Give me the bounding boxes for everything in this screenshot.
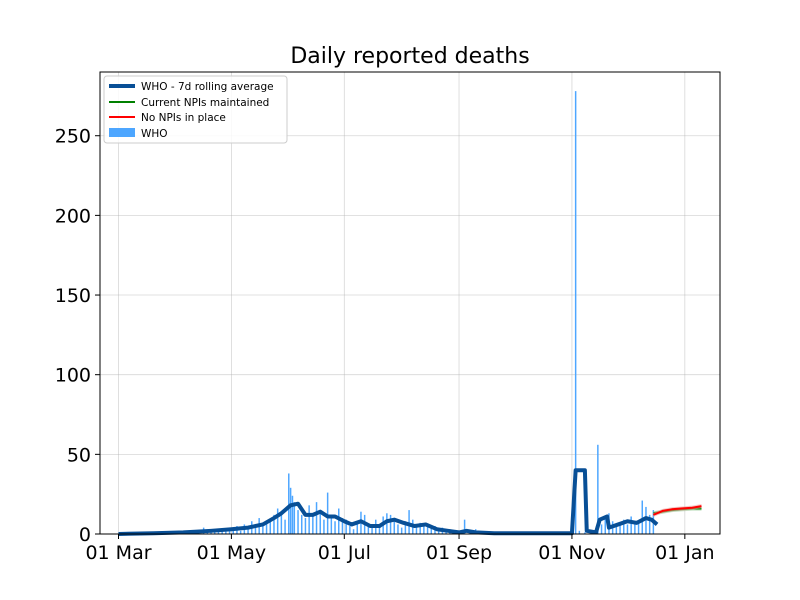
bar-who bbox=[284, 519, 286, 534]
bar-who bbox=[323, 519, 325, 534]
legend-label-current-npis: Current NPIs maintained bbox=[141, 97, 269, 109]
bar-who bbox=[604, 518, 606, 534]
bar-who bbox=[463, 519, 466, 534]
bar-who bbox=[338, 508, 340, 534]
bar-who bbox=[378, 526, 381, 534]
bar-who bbox=[404, 521, 407, 534]
bar-who bbox=[426, 524, 429, 534]
legend-swatch-who bbox=[109, 128, 135, 137]
bar-who bbox=[389, 514, 392, 534]
bar-who bbox=[423, 526, 425, 534]
bar-who bbox=[630, 516, 632, 534]
y-tick-label: 150 bbox=[55, 285, 91, 307]
y-tick-label: 50 bbox=[67, 444, 91, 466]
bar-who bbox=[400, 527, 403, 534]
bar-who bbox=[345, 519, 347, 534]
bar-who bbox=[304, 518, 307, 534]
bar-who bbox=[634, 521, 636, 534]
x-tick-label: 01 Jul bbox=[318, 542, 371, 564]
x-tick-label: 01 May bbox=[197, 542, 267, 564]
chart-title: Daily reported deaths bbox=[290, 44, 529, 69]
y-tick-label: 0 bbox=[79, 524, 91, 546]
bar-who bbox=[214, 532, 216, 534]
bar-who bbox=[247, 529, 249, 534]
bar-who bbox=[276, 508, 279, 534]
bar-who bbox=[288, 473, 290, 534]
x-tick-label: 01 Sep bbox=[426, 542, 492, 564]
legend-box bbox=[103, 75, 288, 144]
bar-who bbox=[262, 526, 264, 534]
bar-who bbox=[312, 516, 314, 534]
bar-who bbox=[308, 505, 310, 534]
legend-label-no-npis: No NPIs in place bbox=[141, 112, 226, 124]
bar-who bbox=[393, 518, 396, 534]
bar-who bbox=[584, 532, 586, 534]
bar-who bbox=[623, 519, 625, 534]
bar-who bbox=[225, 530, 227, 534]
bar-who bbox=[615, 526, 618, 534]
line-no-npis bbox=[652, 505, 702, 516]
legend: WHO - 7d rolling average Current NPIs ma… bbox=[103, 75, 288, 144]
bar-who bbox=[289, 487, 292, 534]
bar-who bbox=[430, 527, 433, 534]
axes: 0 50 100 150 200 250 01 Mar 01 May 01 Jul 01 Sep 0… bbox=[55, 126, 715, 564]
bar-who bbox=[437, 529, 440, 534]
bar-who bbox=[297, 510, 299, 534]
x-tick-label: 01 Jan bbox=[655, 542, 715, 564]
bar-who bbox=[371, 527, 373, 534]
bar-who bbox=[578, 530, 581, 534]
line-rolling-average bbox=[118, 468, 659, 536]
bar-who bbox=[341, 518, 344, 534]
bar-who bbox=[319, 513, 321, 534]
bar-who bbox=[645, 506, 647, 534]
bar-who bbox=[600, 524, 603, 534]
bar-who bbox=[315, 502, 318, 534]
bar-who bbox=[408, 510, 410, 534]
bar-who bbox=[367, 524, 370, 534]
bar-who bbox=[349, 526, 351, 534]
bar-who bbox=[326, 492, 329, 534]
grid bbox=[100, 72, 720, 535]
bar-who bbox=[300, 514, 303, 534]
bar-who bbox=[334, 521, 336, 534]
bar-who bbox=[415, 524, 418, 534]
bar-who bbox=[574, 91, 577, 534]
bar-who bbox=[397, 524, 399, 534]
bar-who bbox=[637, 522, 640, 534]
bar-who bbox=[386, 513, 388, 534]
y-tick-label: 250 bbox=[55, 126, 91, 148]
bar-who bbox=[419, 522, 421, 534]
bar-who bbox=[232, 529, 234, 534]
legend-label-rolling-average: WHO - 7d rolling average bbox=[141, 81, 274, 93]
bar-who bbox=[648, 514, 651, 534]
bar-who bbox=[356, 521, 358, 534]
bar-who bbox=[352, 529, 355, 534]
bar-who bbox=[273, 514, 275, 534]
bar-who bbox=[619, 522, 621, 534]
bar-who bbox=[265, 522, 268, 534]
bar-who bbox=[254, 527, 257, 534]
plot-frame bbox=[99, 71, 721, 535]
y-tick-label: 100 bbox=[55, 365, 91, 387]
bar-who bbox=[291, 495, 294, 534]
bar-who bbox=[239, 530, 242, 534]
bar-who bbox=[626, 524, 629, 534]
bar-who bbox=[597, 444, 599, 534]
bar-who bbox=[217, 530, 220, 534]
bar-who bbox=[280, 513, 283, 534]
series-lines bbox=[118, 468, 702, 536]
bar-who bbox=[293, 502, 296, 534]
bar-who bbox=[330, 514, 333, 534]
x-tick-label: 01 Mar bbox=[85, 542, 151, 564]
legend-label-who: WHO bbox=[141, 128, 168, 140]
bar-who bbox=[269, 519, 272, 534]
y-tick-label: 200 bbox=[55, 205, 91, 227]
x-tick-label: 01 Nov bbox=[538, 542, 605, 564]
bar-who bbox=[641, 500, 644, 534]
